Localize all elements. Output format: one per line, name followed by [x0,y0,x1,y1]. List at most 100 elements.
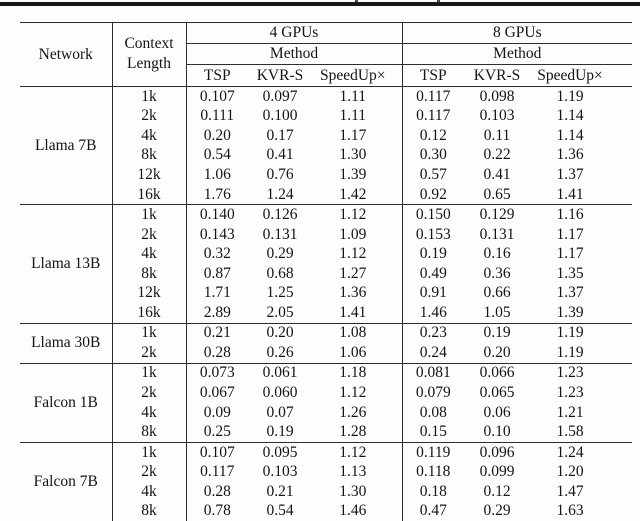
kvrs-4gpus-cell: 0.26 [248,343,312,363]
tsp-8gpus-cell: 0.49 [402,264,464,284]
kvrs-8gpus-cell: 0.131 [464,225,530,245]
tsp-4gpus-cell: 0.117 [186,462,248,482]
tsp-8gpus-cell: 0.153 [402,225,464,245]
speedup-4gpus-cell: 1.39 [312,165,402,185]
speedup-8gpus-cell: 1.36 [530,146,632,166]
speedup-4gpus-cell: 1.09 [312,225,402,245]
kvrs-4gpus-cell: 0.68 [248,264,312,284]
kvrs-4gpus-cell: 1.25 [248,283,312,303]
network-cell: Llama 13B [20,205,112,323]
kvrs-8gpus-cell: 0.10 [464,422,530,442]
header-col-speedup-8gpus: SpeedUp× [530,65,632,87]
page-top-rule [0,2,640,6]
kvrs-8gpus-cell: 0.36 [464,264,530,284]
speedup-8gpus-cell: 1.14 [530,126,632,146]
speedup-8gpus-cell: 1.23 [530,383,632,403]
network-cell: Llama 7B [20,87,112,205]
context-cell: 1k [112,205,186,225]
tsp-8gpus-cell: 0.079 [402,383,464,403]
speedup-8gpus-cell: 1.23 [530,363,632,383]
speedup-4gpus-cell: 1.27 [312,264,402,284]
speedup-8gpus-cell: 1.19 [530,323,632,343]
cropped-caption-descender [355,0,358,2]
speedup-8gpus-cell: 1.19 [530,87,632,107]
tsp-8gpus-cell: 0.081 [402,363,464,383]
speedup-4gpus-cell: 1.17 [312,126,402,146]
tsp-4gpus-cell: 0.20 [186,126,248,146]
speedup-4gpus-cell: 1.26 [312,403,402,423]
context-cell: 16k [112,303,186,323]
speedup-4gpus-cell: 1.18 [312,363,402,383]
context-cell: 16k [112,185,186,205]
speedup-8gpus-cell: 1.24 [530,442,632,462]
kvrs-4gpus-cell: 0.29 [248,244,312,264]
tsp-8gpus-cell: 0.47 [402,501,464,521]
speedup-8gpus-cell: 1.41 [530,185,632,205]
kvrs-4gpus-cell: 0.097 [248,87,312,107]
tsp-4gpus-cell: 0.32 [186,244,248,264]
tsp-4gpus-cell: 1.71 [186,283,248,303]
tsp-4gpus-cell: 0.107 [186,87,248,107]
tsp-4gpus-cell: 0.111 [186,107,248,127]
context-cell: 4k [112,244,186,264]
results-table-container: Network Context Length 4 GPUs 8 GPUs Met… [20,22,632,521]
tsp-8gpus-cell: 0.119 [402,442,464,462]
header-col-kvrs-4gpus: KVR-S [248,65,312,87]
kvrs-8gpus-cell: 0.066 [464,363,530,383]
context-cell: 4k [112,403,186,423]
speedup-4gpus-cell: 1.46 [312,501,402,521]
header-context-line2: Length [113,54,186,74]
tsp-8gpus-cell: 0.30 [402,146,464,166]
context-cell: 8k [112,422,186,442]
tsp-4gpus-cell: 0.140 [186,205,248,225]
context-cell: 2k [112,383,186,403]
kvrs-8gpus-cell: 0.103 [464,107,530,127]
tsp-4gpus-cell: 0.28 [186,482,248,502]
tsp-4gpus-cell: 0.78 [186,501,248,521]
speedup-8gpus-cell: 1.17 [530,244,632,264]
speedup-4gpus-cell: 1.28 [312,422,402,442]
tsp-8gpus-cell: 0.18 [402,482,464,502]
kvrs-8gpus-cell: 0.20 [464,343,530,363]
tsp-8gpus-cell: 0.117 [402,87,464,107]
speedup-4gpus-cell: 1.30 [312,482,402,502]
tsp-8gpus-cell: 0.118 [402,462,464,482]
kvrs-4gpus-cell: 0.20 [248,323,312,343]
header-col-kvrs-8gpus: KVR-S [464,65,530,87]
context-cell: 1k [112,87,186,107]
tsp-4gpus-cell: 0.54 [186,146,248,166]
kvrs-8gpus-cell: 0.66 [464,283,530,303]
kvrs-8gpus-cell: 0.06 [464,403,530,423]
kvrs-8gpus-cell: 0.065 [464,383,530,403]
header-col-speedup-4gpus: SpeedUp× [312,65,402,87]
kvrs-4gpus-cell: 0.54 [248,501,312,521]
kvrs-8gpus-cell: 0.098 [464,87,530,107]
speedup-4gpus-cell: 1.06 [312,343,402,363]
header-col-tsp-8gpus: TSP [402,65,464,87]
header-group-8gpus: 8 GPUs [402,23,632,44]
speedup-8gpus-cell: 1.21 [530,403,632,423]
context-cell: 1k [112,323,186,343]
tsp-4gpus-cell: 0.28 [186,343,248,363]
header-col-tsp-4gpus: TSP [186,65,248,87]
tsp-4gpus-cell: 0.21 [186,323,248,343]
context-cell: 8k [112,146,186,166]
kvrs-4gpus-cell: 2.05 [248,303,312,323]
kvrs-8gpus-cell: 0.65 [464,185,530,205]
context-cell: 4k [112,126,186,146]
speedup-4gpus-cell: 1.42 [312,185,402,205]
tsp-8gpus-cell: 0.150 [402,205,464,225]
tsp-4gpus-cell: 0.143 [186,225,248,245]
